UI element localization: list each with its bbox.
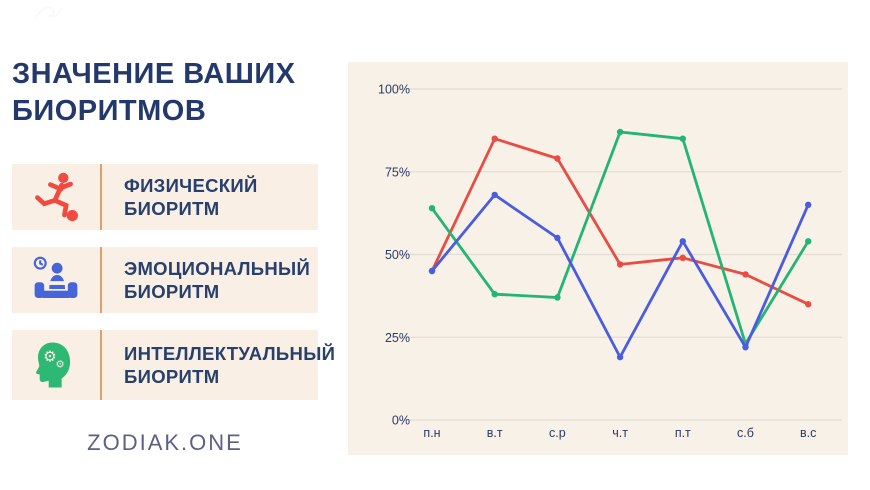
data-point-marker: [554, 155, 561, 162]
brand-footer: ZODIAK.ONE: [87, 430, 243, 455]
data-point-marker: [491, 291, 498, 298]
legend-item-label-box: ИНТЕЛЛЕКТУАЛЬНЫЙ БИОРИТМ: [100, 330, 335, 400]
data-point-marker: [679, 254, 686, 261]
data-point-marker: [679, 238, 686, 245]
data-point-marker: [428, 267, 436, 275]
running-man-icon: [12, 164, 100, 230]
x-tick-label: п.н: [423, 426, 440, 440]
left-column: ЗНАЧЕНИЕ ВАШИХ БИОРИТМОВ: [12, 0, 335, 490]
data-point-marker: [805, 301, 812, 308]
person-resting-icon: [12, 247, 100, 313]
x-tick-label: с.р: [549, 426, 566, 440]
page-title: ЗНАЧЕНИЕ ВАШИХ БИОРИТМОВ: [12, 56, 318, 130]
svg-text:⚙: ⚙: [55, 359, 64, 370]
y-tick-label: 50%: [385, 248, 410, 262]
legend-label: БИОРИТМ: [124, 281, 220, 302]
x-tick-label: в.с: [800, 426, 816, 440]
y-tick-label: 100%: [378, 83, 410, 97]
legend-label: ЭМОЦИОНАЛЬНЫЙ: [124, 257, 311, 279]
y-tick-label: 75%: [385, 165, 410, 179]
legend: ФИЗИЧЕСКИЙ БИОРИТМ: [12, 164, 335, 417]
biorhythm-chart-panel: 0% 25% 50% 75% 100% п.н в.т с.р ч.т п.т с.б в.с: [348, 62, 848, 455]
page-title-line-1: ЗНАЧЕНИЕ ВАШИХ: [12, 58, 296, 90]
data-point-marker: [616, 128, 624, 136]
legend-item-emotional: ЭМОЦИОНАЛЬНЫЙ БИОРИТМ: [12, 247, 318, 313]
data-point-marker: [491, 191, 498, 199]
page-title-line-2: БИОРИТМОВ: [12, 95, 207, 128]
legend-item-label-box: ЭМОЦИОНАЛЬНЫЙ БИОРИТМ: [100, 247, 318, 313]
data-point-marker: [742, 344, 749, 351]
x-tick-label: в.т: [487, 426, 503, 440]
series-line: [430, 137, 810, 306]
y-tick-label: 0%: [392, 414, 410, 428]
decorative-mark: [33, 6, 62, 21]
legend-label: БИОРИТМ: [124, 198, 220, 219]
svg-text:⚙: ⚙: [43, 348, 57, 366]
data-point-marker: [554, 234, 561, 242]
data-point-marker: [742, 271, 749, 278]
data-point-marker: [428, 205, 436, 212]
y-tick-label: 25%: [385, 331, 410, 345]
data-point-marker: [679, 135, 686, 142]
data-point-marker: [616, 353, 624, 361]
legend-item-intellectual: ⚙ ⚙ ИНТЕЛЛЕКТУАЛЬНЫЙ БИОРИТМ: [12, 330, 335, 400]
data-point-marker: [805, 201, 812, 208]
x-tick-label: п.т: [675, 426, 691, 440]
legend-item-physical: ФИЗИЧЕСКИЙ БИОРИТМ: [12, 164, 318, 230]
legend-label: БИОРИТМ: [124, 366, 220, 387]
x-tick-label: ч.т: [612, 426, 628, 440]
x-tick-label: с.б: [737, 426, 754, 440]
head-gears-icon: ⚙ ⚙: [12, 330, 100, 400]
series-line: [430, 130, 810, 346]
data-point-marker: [554, 294, 561, 301]
data-point-marker: [491, 135, 498, 142]
legend-label: ФИЗИЧЕСКИЙ: [124, 174, 258, 196]
legend-item-label-box: ФИЗИЧЕСКИЙ БИОРИТМ: [100, 164, 318, 230]
data-point-marker: [616, 261, 624, 268]
biorhythm-line-chart: 0% 25% 50% 75% 100% п.н в.т с.р ч.т п.т с.б в.с: [378, 83, 842, 440]
data-point-marker: [805, 238, 812, 245]
legend-label: ИНТЕЛЛЕКТУАЛЬНЫЙ: [124, 342, 336, 364]
